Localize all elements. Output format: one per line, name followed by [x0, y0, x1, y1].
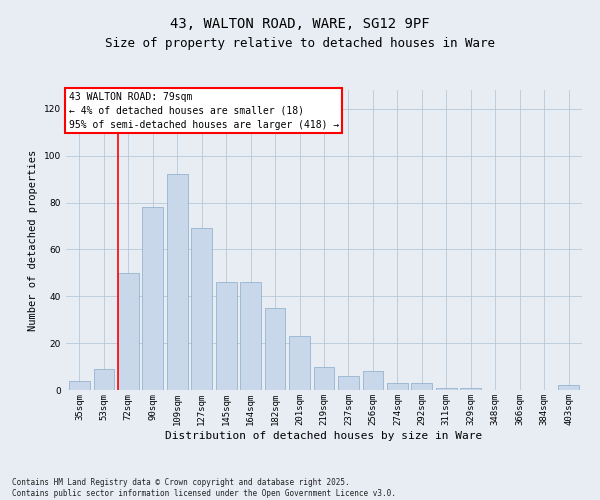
Text: 43 WALTON ROAD: 79sqm
← 4% of detached houses are smaller (18)
95% of semi-detac: 43 WALTON ROAD: 79sqm ← 4% of detached h… [68, 92, 339, 130]
Bar [387, 383, 408, 390]
Text: Size of property relative to detached houses in Ware: Size of property relative to detached ho… [105, 38, 495, 51]
Bar [265, 308, 286, 390]
Bar [338, 376, 359, 390]
Bar [142, 207, 163, 390]
Bar [460, 388, 481, 390]
Bar [314, 366, 334, 390]
Bar [191, 228, 212, 390]
Bar [69, 380, 90, 390]
Bar [216, 282, 236, 390]
Bar [167, 174, 188, 390]
Bar [94, 369, 114, 390]
Bar [118, 273, 139, 390]
Bar [289, 336, 310, 390]
Y-axis label: Number of detached properties: Number of detached properties [28, 150, 38, 330]
Text: Contains HM Land Registry data © Crown copyright and database right 2025.
Contai: Contains HM Land Registry data © Crown c… [12, 478, 396, 498]
Bar [362, 371, 383, 390]
Bar [436, 388, 457, 390]
Bar [412, 383, 432, 390]
Bar [240, 282, 261, 390]
Text: 43, WALTON ROAD, WARE, SG12 9PF: 43, WALTON ROAD, WARE, SG12 9PF [170, 18, 430, 32]
X-axis label: Distribution of detached houses by size in Ware: Distribution of detached houses by size … [166, 430, 482, 440]
Bar [558, 386, 579, 390]
